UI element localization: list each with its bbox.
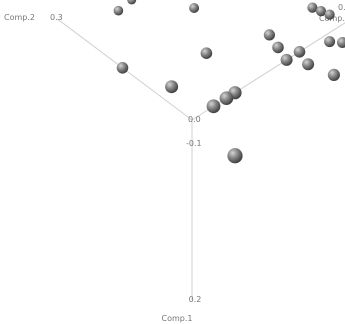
data-point <box>219 91 234 105</box>
data-point <box>189 3 200 13</box>
data-point <box>263 29 275 41</box>
tick-label-comp3-0: 0. <box>338 3 345 12</box>
data-point <box>337 37 345 48</box>
data-point <box>206 99 221 114</box>
data-point <box>227 148 243 164</box>
tick-label-comp1-0.2: 0.2 <box>189 295 202 304</box>
data-point <box>113 5 124 16</box>
data-point <box>324 9 335 20</box>
data-point <box>200 47 213 59</box>
data-point <box>324 36 336 48</box>
data-point <box>327 68 340 81</box>
data-point <box>272 41 284 54</box>
data-point <box>116 62 129 74</box>
data-point <box>307 2 318 13</box>
tick-label-comp2-0.3: 0.3 <box>50 13 63 22</box>
data-points-group <box>113 0 345 164</box>
tick-label-origin: 0.0 <box>188 115 201 124</box>
tick-label-comp2-neg0.1: -0.1 <box>186 139 202 148</box>
data-point <box>280 53 293 66</box>
axis-label-comp2: Comp.2 <box>4 13 35 22</box>
data-point <box>127 0 137 5</box>
data-point <box>165 80 179 94</box>
data-point <box>302 58 315 71</box>
axis-label-comp1: Comp.1 <box>162 314 193 323</box>
data-point <box>315 6 327 17</box>
data-point <box>293 46 306 58</box>
axes-group <box>56 18 345 300</box>
